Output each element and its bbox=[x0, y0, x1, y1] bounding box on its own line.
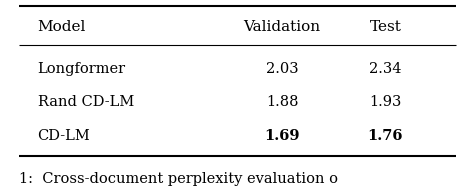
Text: Validation: Validation bbox=[243, 20, 321, 34]
Text: Longformer: Longformer bbox=[38, 62, 126, 76]
Text: 1.76: 1.76 bbox=[368, 129, 403, 143]
Text: 1.93: 1.93 bbox=[369, 96, 401, 109]
Text: Model: Model bbox=[38, 20, 86, 34]
Text: 2.34: 2.34 bbox=[369, 62, 402, 76]
Text: CD-LM: CD-LM bbox=[38, 129, 90, 143]
Text: 2.03: 2.03 bbox=[266, 62, 298, 76]
Text: Rand CD-LM: Rand CD-LM bbox=[38, 96, 134, 109]
Text: Test: Test bbox=[369, 20, 401, 34]
Text: 1:  Cross-document perplexity evaluation o: 1: Cross-document perplexity evaluation … bbox=[19, 172, 338, 186]
Text: 1.88: 1.88 bbox=[266, 96, 298, 109]
Text: 1.69: 1.69 bbox=[264, 129, 300, 143]
